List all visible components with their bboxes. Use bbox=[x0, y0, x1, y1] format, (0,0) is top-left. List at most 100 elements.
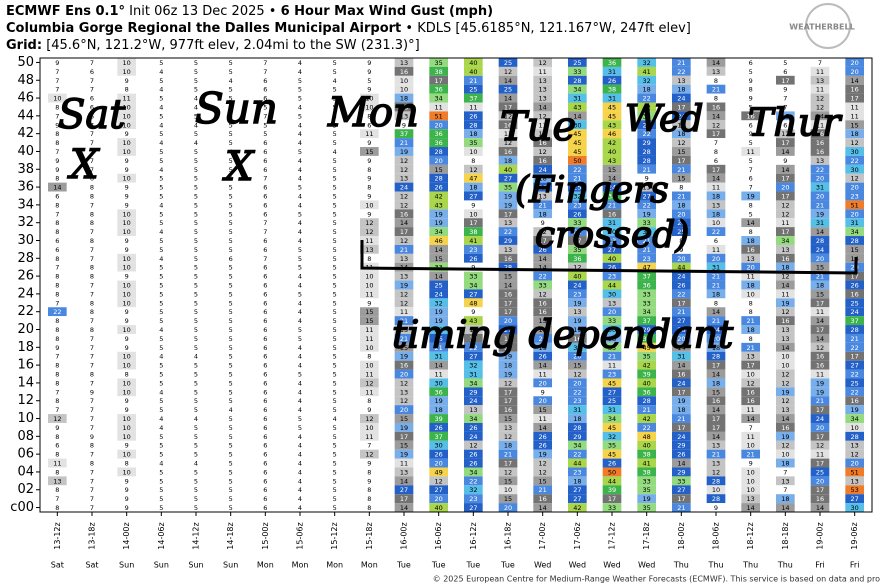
cell-value: 8 bbox=[55, 130, 59, 138]
cell-value: 47 bbox=[643, 264, 651, 272]
cell-value: 8 bbox=[55, 282, 59, 290]
cell bbox=[845, 440, 864, 450]
cell-value: 19 bbox=[677, 397, 685, 405]
cell bbox=[533, 138, 552, 148]
cell bbox=[82, 93, 102, 103]
cell bbox=[394, 58, 414, 67]
cell bbox=[360, 102, 379, 112]
cell bbox=[221, 209, 240, 219]
cell-value: 25 bbox=[573, 184, 581, 192]
x-tick-label: 16-06z bbox=[434, 522, 443, 549]
cell bbox=[186, 58, 206, 67]
cell bbox=[533, 93, 552, 103]
cell-value: 22 bbox=[851, 344, 859, 352]
cell-value: 24 bbox=[469, 397, 477, 405]
cell bbox=[82, 298, 102, 308]
cell bbox=[637, 307, 656, 317]
cell-value: 5 bbox=[229, 246, 233, 254]
cell-value: 40 bbox=[608, 148, 616, 156]
cell bbox=[48, 325, 67, 334]
handwritten-note: Sat bbox=[58, 92, 126, 138]
cell-value: 5 bbox=[159, 282, 163, 290]
cell bbox=[498, 253, 518, 263]
cell-value: 5 bbox=[194, 255, 198, 263]
cell bbox=[464, 164, 483, 174]
cell bbox=[117, 138, 136, 148]
cell-value: 41 bbox=[643, 68, 651, 76]
cell bbox=[810, 58, 830, 67]
cell bbox=[776, 298, 795, 308]
cell-value: 5 bbox=[229, 210, 233, 218]
cell bbox=[533, 449, 552, 459]
cell bbox=[568, 209, 587, 219]
cell-value: 27 bbox=[643, 192, 651, 200]
cell-value: 4 bbox=[298, 237, 302, 245]
cell-value: 5 bbox=[229, 335, 233, 343]
cell-value: 17 bbox=[400, 228, 408, 236]
cell-value: 41 bbox=[643, 460, 651, 468]
cell bbox=[533, 66, 552, 76]
cell bbox=[568, 182, 587, 192]
cell bbox=[602, 102, 622, 112]
cell bbox=[672, 164, 691, 174]
cell-value: 19 bbox=[539, 451, 547, 459]
cell bbox=[429, 102, 448, 112]
cell bbox=[256, 431, 275, 441]
cell bbox=[325, 191, 344, 201]
cell bbox=[498, 182, 518, 192]
cell-value: 9 bbox=[367, 68, 371, 76]
cell-value: 6 bbox=[55, 237, 59, 245]
cell bbox=[290, 298, 310, 308]
cell bbox=[117, 191, 136, 201]
cell-value: 16 bbox=[539, 157, 547, 165]
cell bbox=[568, 200, 587, 210]
cell bbox=[464, 191, 483, 201]
cell-value: 5 bbox=[159, 317, 163, 325]
cell bbox=[533, 147, 552, 156]
cell-value: 6 bbox=[263, 157, 267, 165]
cell-value: 29 bbox=[677, 468, 685, 476]
cell-value: 6 bbox=[783, 121, 787, 129]
cell-value: 9 bbox=[645, 175, 649, 183]
cell bbox=[152, 236, 171, 245]
cell bbox=[256, 218, 275, 228]
day-label: Sun bbox=[154, 561, 169, 570]
cell bbox=[776, 191, 795, 201]
cell-value: 7 bbox=[90, 157, 94, 165]
cell-value: 24 bbox=[677, 273, 685, 281]
cell-value: 5 bbox=[333, 353, 337, 361]
cell bbox=[48, 280, 67, 290]
cell bbox=[776, 75, 795, 85]
cell bbox=[82, 244, 102, 254]
cell bbox=[360, 200, 379, 210]
cell-value: 22 bbox=[851, 388, 859, 396]
cell bbox=[568, 218, 587, 228]
cell-value: 8 bbox=[55, 139, 59, 147]
cell-value: 24 bbox=[816, 415, 824, 423]
cell-value: 4 bbox=[298, 121, 302, 129]
cell-value: 5 bbox=[333, 166, 337, 174]
cell-value: 5 bbox=[229, 477, 233, 485]
cell-value: 8 bbox=[55, 397, 59, 405]
cell-value: 5 bbox=[194, 317, 198, 325]
cell-value: 30 bbox=[851, 166, 859, 174]
cell bbox=[82, 431, 102, 441]
cell-value: 13 bbox=[851, 477, 859, 485]
row-label: 24 bbox=[17, 286, 34, 301]
cell-value: 7 bbox=[90, 86, 94, 94]
cell bbox=[82, 218, 102, 228]
cell bbox=[256, 298, 275, 308]
cell bbox=[394, 66, 414, 76]
cell bbox=[221, 333, 240, 343]
cell bbox=[741, 236, 760, 245]
cell bbox=[568, 342, 587, 352]
cell bbox=[533, 405, 552, 415]
cell-value: 43 bbox=[573, 103, 581, 111]
cell bbox=[741, 93, 760, 103]
cell bbox=[360, 289, 379, 299]
cell bbox=[568, 414, 587, 423]
cell bbox=[290, 333, 310, 343]
row-label: 34 bbox=[17, 197, 34, 212]
cell-value: 5 bbox=[749, 68, 753, 76]
cell bbox=[568, 325, 587, 334]
